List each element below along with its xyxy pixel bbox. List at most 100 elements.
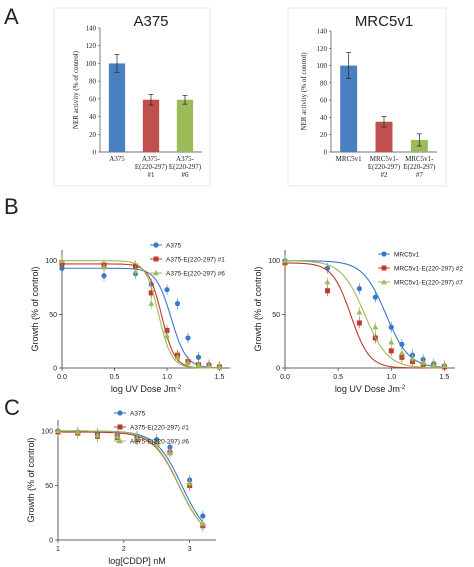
x-tick-label: A375 — [109, 155, 125, 163]
fit-curve — [284, 262, 445, 369]
x-tick-label: A375-E(220-297) #1 — [135, 155, 168, 179]
bar — [340, 65, 358, 152]
data-point — [114, 433, 121, 439]
x-tick-label: 0.5 — [110, 374, 120, 381]
y-tick-label: 120 — [317, 45, 328, 53]
data-point — [166, 449, 173, 455]
data-point — [164, 287, 170, 293]
data-point — [74, 429, 81, 435]
fit-curve — [62, 260, 220, 369]
data-point — [388, 339, 395, 345]
legend-label: A375-E(220-297) #6 — [166, 270, 225, 277]
legend-label: A375-E(220-297) #1 — [130, 424, 189, 431]
uv-survival-chart-mrc5v1: 0 50 100 0.0 0.5 1.0 1.5 log UV Dose Jm-2 Growth… — [253, 250, 463, 394]
panel-label-a: A — [4, 4, 19, 29]
legend-label: MRC5v1-E(220-297) #7 — [394, 279, 463, 286]
data-point — [117, 424, 123, 430]
data-point — [117, 438, 123, 444]
bar-chart-frame-a375 — [53, 7, 211, 187]
x-tick-label: 1.0 — [162, 374, 172, 381]
y-axis-label: Growth (% of control) — [253, 266, 263, 351]
legend-label: A375 — [130, 410, 146, 417]
data-point — [94, 432, 101, 438]
data-point — [388, 324, 394, 330]
data-point — [195, 361, 202, 367]
bar — [375, 121, 393, 152]
data-point — [356, 309, 363, 315]
x-axis-label: log[CDDP] nM — [108, 556, 166, 566]
data-point — [441, 362, 448, 369]
fit-curve — [62, 267, 220, 369]
x-tick-label: 1 — [56, 546, 60, 553]
data-point — [381, 279, 387, 285]
y-tick-label: 80 — [89, 78, 97, 86]
data-point — [372, 324, 379, 330]
y-tick-label: 20 — [89, 131, 97, 139]
y-tick-label: 60 — [89, 95, 97, 103]
data-point — [185, 359, 191, 365]
data-point — [388, 348, 394, 354]
data-point — [153, 242, 159, 248]
y-tick-label: 40 — [89, 113, 97, 121]
y-tick-label: 20 — [320, 131, 328, 139]
y-tick-label: 0 — [49, 538, 53, 545]
data-point — [356, 286, 362, 292]
data-point — [420, 359, 427, 365]
data-point — [206, 362, 212, 369]
data-point — [200, 513, 206, 519]
legend-label: A375 — [166, 242, 182, 249]
data-point — [174, 301, 181, 307]
y-axis-label: NER activity (% of control) — [300, 52, 308, 131]
x-tick-label: 1.0 — [386, 374, 396, 381]
data-point — [148, 300, 155, 306]
y-tick-label: 100 — [317, 62, 328, 70]
cddp-survival-chart-a375: 0 50 100 1 2 3 log[CDDP] nM Growth (% of contro… — [26, 410, 216, 566]
x-tick-label: A375-E(220-297) #6 — [169, 155, 202, 179]
data-point — [185, 335, 191, 341]
bar-chart-frame-mrc5v1 — [287, 7, 447, 187]
data-point — [101, 273, 107, 279]
x-tick-label: 1.5 — [440, 374, 450, 381]
y-tick-label: 100 — [268, 258, 280, 265]
fit-curve — [284, 260, 445, 369]
data-point — [117, 410, 123, 416]
data-point — [132, 268, 139, 274]
data-point — [356, 320, 362, 326]
y-tick-label: 80 — [320, 79, 328, 87]
y-tick-label: 0 — [53, 366, 57, 373]
y-tick-label: 60 — [320, 97, 328, 105]
data-point — [153, 441, 160, 447]
x-tick-label: 0.0 — [280, 374, 290, 381]
data-point — [153, 256, 159, 262]
y-tick-label: 0 — [324, 149, 328, 157]
uv-survival-chart-a375: 0 50 100 0.0 0.5 1.0 1.5 log UV Dose Jm-2 Growth… — [30, 242, 230, 394]
chart-title: A375 — [133, 13, 168, 30]
data-point — [186, 480, 193, 486]
y-tick-label: 100 — [86, 60, 97, 68]
bar — [142, 99, 160, 152]
data-point — [381, 265, 387, 271]
x-tick-label: 1.5 — [215, 374, 225, 381]
legend-label: MRC5v1 — [394, 251, 420, 258]
data-point — [430, 361, 437, 367]
data-point — [134, 435, 140, 441]
x-axis-label: log UV Dose Jm-2 — [335, 384, 406, 394]
y-tick-label: 140 — [86, 25, 97, 33]
y-tick-label: 100 — [41, 428, 53, 435]
x-axis-label: log UV Dose Jm-2 — [111, 384, 182, 394]
data-point — [282, 257, 288, 263]
data-point — [153, 270, 159, 276]
data-point — [59, 257, 65, 263]
y-tick-label: 0 — [276, 366, 280, 373]
y-tick-label: 140 — [317, 28, 328, 36]
data-point — [216, 363, 223, 370]
bar — [108, 63, 126, 152]
y-tick-label: 40 — [320, 114, 328, 122]
data-point — [199, 520, 206, 526]
data-point — [398, 349, 405, 356]
legend-label: MRC5v1-E(220-297) #2 — [394, 265, 463, 272]
panel-label-b: B — [4, 194, 19, 219]
y-tick-label: 0 — [93, 149, 97, 157]
y-tick-label: 50 — [272, 312, 280, 319]
